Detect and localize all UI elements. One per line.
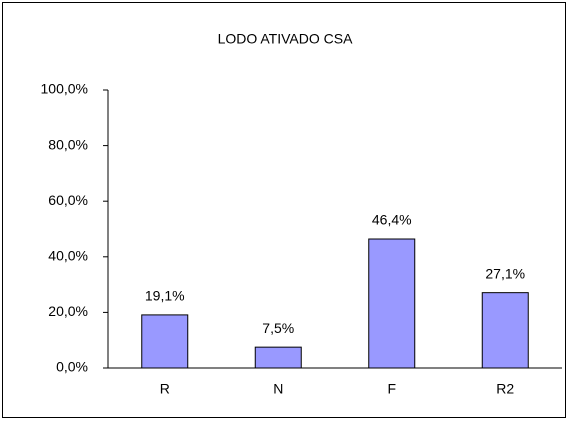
y-tick-label: 80,0% (48, 136, 88, 152)
y-tick-label: 40,0% (48, 248, 88, 264)
value-label: 7,5% (262, 320, 294, 336)
bar (368, 238, 416, 369)
bar (481, 292, 529, 369)
value-label: 46,4% (372, 212, 412, 228)
chart-title: LODO ATIVADO CSA (218, 31, 354, 47)
x-tick-label: N (273, 381, 283, 397)
x-tick-label: F (387, 381, 396, 397)
value-label: 19,1% (145, 288, 185, 304)
x-tick-label: R2 (496, 381, 514, 397)
y-tick-label: 20,0% (48, 303, 88, 319)
y-tick-label: 0,0% (56, 359, 88, 375)
y-tick-label: 100,0% (41, 81, 88, 97)
y-tick-label: 60,0% (48, 192, 88, 208)
value-label: 27,1% (485, 265, 525, 281)
bar (254, 346, 302, 369)
bar (141, 314, 189, 369)
x-tick-label: R (160, 381, 170, 397)
